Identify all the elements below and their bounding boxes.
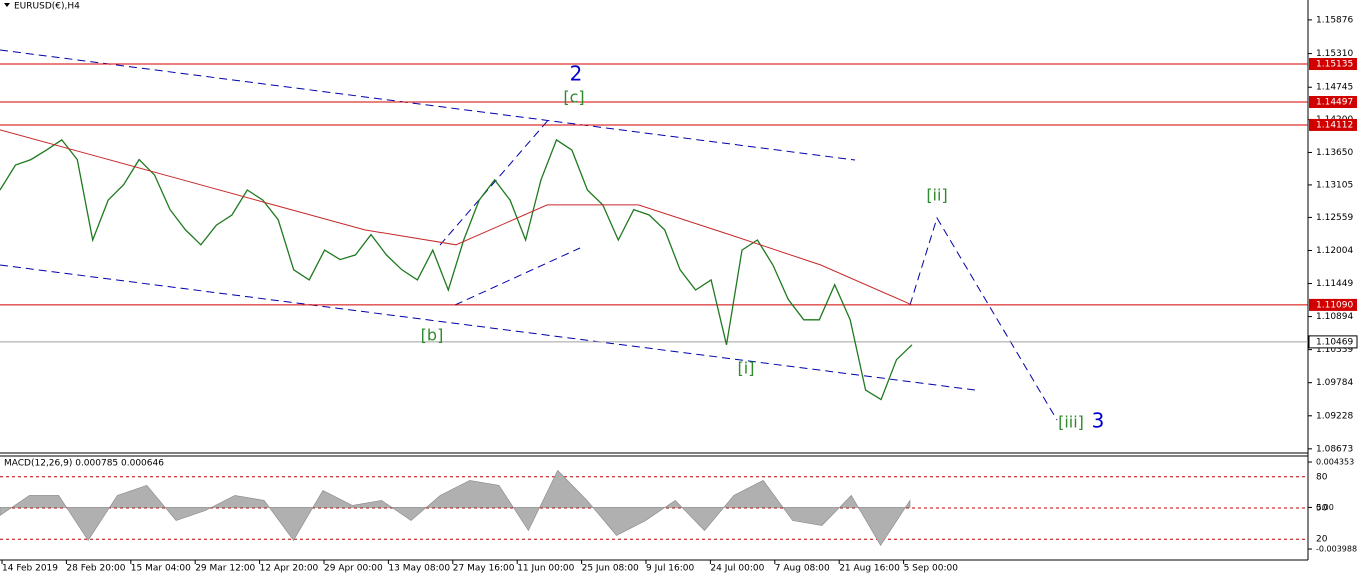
- level-label: 1.14112: [1316, 120, 1353, 130]
- x-tick-label: 15 Mar 04:00: [131, 564, 191, 574]
- wave-label: [b]: [421, 326, 444, 345]
- x-tick-label: 25 Jun 08:00: [582, 564, 639, 574]
- y-tick-label: 1.10894: [1316, 312, 1353, 322]
- y-tick-label: 1.09784: [1316, 378, 1353, 388]
- level-label: 1.14497: [1316, 98, 1353, 108]
- x-tick-label: 21 Aug 16:00: [839, 564, 900, 574]
- x-tick-label: 11 Jun 00:00: [517, 564, 574, 574]
- wave-label: [ii]: [926, 186, 947, 205]
- y-tick-label: 1.09228: [1316, 411, 1353, 421]
- level-label-box: [1308, 335, 1358, 349]
- wedge-line: [439, 117, 551, 246]
- y-tick-label: 1.13105: [1316, 180, 1353, 190]
- projection-line: [909, 216, 1058, 421]
- x-tick-label: 13 May 08:00: [388, 564, 450, 574]
- x-tick-label: 5 Sep 00:00: [904, 564, 959, 574]
- wave-label: [c]: [563, 88, 584, 107]
- channel-line: [0, 264, 976, 391]
- y2-tick-label: 80: [1316, 472, 1328, 482]
- y-tick-label: 0.00: [1316, 503, 1334, 512]
- x-tick-label: 7 Aug 08:00: [775, 564, 830, 574]
- price-line: [0, 138, 913, 401]
- wave-label: [iii]: [1058, 413, 1084, 432]
- y-tick-label: 1.13650: [1316, 148, 1353, 158]
- wave-label: [i]: [738, 359, 755, 378]
- wave-label: 2: [570, 62, 583, 86]
- moving-average: [0, 129, 913, 306]
- wave-label: 3: [1092, 409, 1105, 433]
- y-tick-label: 1.14745: [1316, 83, 1353, 93]
- y-tick-label: 1.10339: [1316, 345, 1353, 355]
- channel-line: [0, 49, 856, 161]
- x-tick-label: 29 Mar 12:00: [195, 564, 255, 574]
- macd-histogram: [0, 469, 911, 546]
- y-tick-label: 0.004353: [1316, 458, 1354, 467]
- level-label-box: [1309, 118, 1357, 131]
- level-label-box: [1309, 298, 1357, 311]
- symbol-arrow: [4, 3, 10, 7]
- x-tick-label: 9 Jul 16:00: [646, 564, 695, 574]
- y-tick-label: 1.15876: [1316, 15, 1353, 25]
- y-tick-label: -0.003988: [1316, 545, 1357, 554]
- level-label: 1.10469: [1316, 337, 1353, 347]
- level-label-box: [1309, 58, 1357, 71]
- x-tick-label: 14 Feb 2019: [2, 564, 58, 574]
- indicator-title: MACD(12,26,9) 0.000785 0.000646: [4, 459, 164, 469]
- y2-tick-label: 20: [1316, 535, 1328, 545]
- x-tick-label: 24 Jul 00:00: [710, 564, 764, 574]
- y-tick-label: 1.08673: [1316, 444, 1353, 454]
- wave-lines: [0, 49, 1058, 421]
- y-tick-label: 1.15310: [1316, 49, 1353, 59]
- y-tick-label: 1.12004: [1316, 246, 1353, 256]
- y-tick-label: 1.12559: [1316, 213, 1353, 223]
- wedge-line: [454, 247, 581, 306]
- y2-tick-label: 50: [1316, 504, 1328, 514]
- level-label: 1.15135: [1316, 60, 1353, 70]
- x-tick-label: 28 Feb 20:00: [66, 564, 125, 574]
- x-tick-label: 27 May 16:00: [453, 564, 515, 574]
- y-tick-label: 1.11449: [1316, 279, 1353, 289]
- level-label: 1.11090: [1316, 300, 1353, 310]
- chart-title: EURUSD(€),H4: [14, 2, 80, 12]
- x-tick-label: 12 Apr 20:00: [260, 564, 319, 574]
- level-label-box: [1309, 96, 1357, 109]
- x-tick-label: 29 Apr 00:00: [324, 564, 383, 574]
